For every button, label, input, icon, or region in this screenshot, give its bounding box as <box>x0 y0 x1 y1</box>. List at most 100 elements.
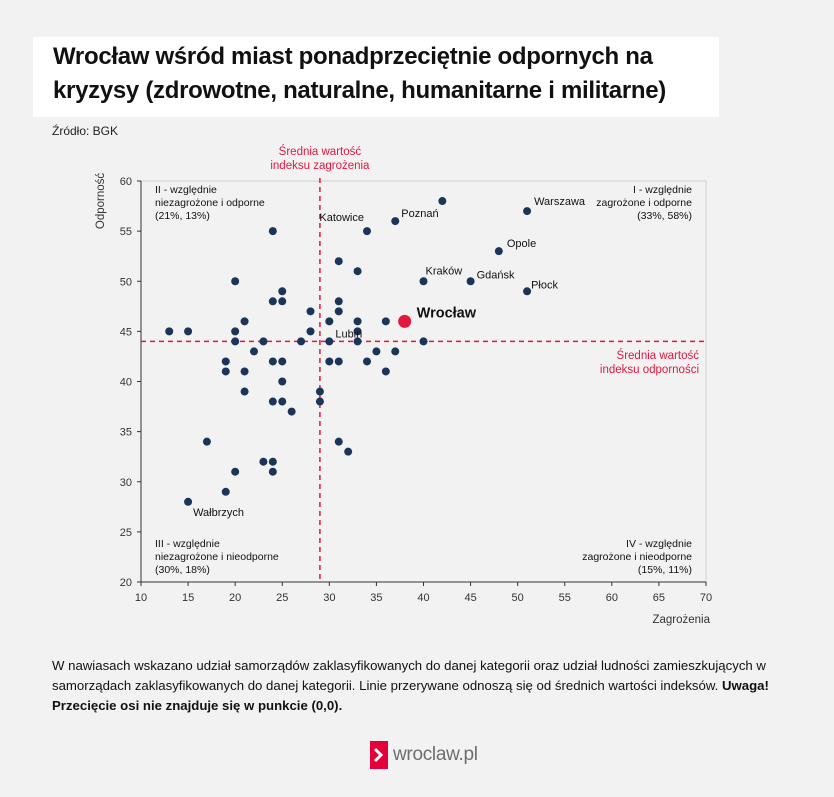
data-point <box>353 267 362 276</box>
quadrant-III-label: niezagrożone i nieodporne <box>155 551 279 563</box>
y-tick-label: 20 <box>120 577 132 589</box>
point-label: Poznań <box>401 208 438 220</box>
quadrant-I-label: zagrożone i odporne <box>596 197 692 209</box>
avg-resilience-label: Średnia wartość <box>617 349 700 362</box>
x-tick-label: 25 <box>276 592 288 604</box>
data-point <box>297 337 306 346</box>
data-point <box>278 297 287 306</box>
y-tick-label: 50 <box>120 276 132 288</box>
data-point <box>221 487 230 496</box>
scatter-chart: 10 15 20 25 30 35 40 45 50 55 60 65 70 20 25 30 35 40 45 50… <box>95 145 712 626</box>
data-point <box>231 337 240 346</box>
data-point <box>391 217 400 226</box>
data-point <box>344 447 353 456</box>
x-tick-label: 10 <box>135 592 147 604</box>
data-point <box>334 307 343 316</box>
data-point-highlight <box>398 314 412 328</box>
data-point <box>334 357 343 366</box>
source-note: Źródło: BGK <box>52 124 119 138</box>
page-title-line-1: Wrocław wśród miast ponadprzeciętnie odp… <box>53 43 653 70</box>
data-point <box>268 467 277 476</box>
point-label: Kraków <box>426 265 463 277</box>
footnote-warning: Uwaga! Przecięcie osi nie znajduje się w… <box>52 678 769 713</box>
data-point <box>353 327 362 336</box>
point-label: Warszawa <box>534 196 586 208</box>
quadrant-III-label: III - względnie <box>155 538 220 550</box>
data-point <box>184 327 193 336</box>
data-point <box>231 277 240 286</box>
x-tick-label: 45 <box>464 592 476 604</box>
page-title-line-2: kryzysy (zdrowotne, naturalne, humanitar… <box>53 77 666 104</box>
data-point <box>419 277 428 286</box>
quadrant-II-label: (21%, 13%) <box>155 210 210 222</box>
x-tick-label: 35 <box>370 592 382 604</box>
quadrant-III-label: (30%, 18%) <box>155 564 210 576</box>
avg-threat-label: Średnia wartość <box>279 145 362 158</box>
data-point <box>353 317 362 326</box>
data-point <box>353 337 362 346</box>
data-point <box>334 437 343 446</box>
data-point <box>268 227 277 236</box>
data-point <box>306 327 315 336</box>
x-tick-label: 20 <box>229 592 241 604</box>
x-tick-label: 40 <box>417 592 429 604</box>
data-point <box>523 287 532 296</box>
data-point <box>231 467 240 476</box>
data-point <box>240 317 249 326</box>
data-point <box>315 387 324 396</box>
data-point <box>306 307 315 316</box>
y-axis-title: Odporność <box>95 173 107 230</box>
y-tick-label: 60 <box>120 176 132 188</box>
data-point <box>268 397 277 406</box>
logo-text: wroclaw.pl <box>393 744 478 765</box>
data-point <box>268 297 277 306</box>
data-point <box>268 457 277 466</box>
data-point <box>202 437 211 446</box>
data-point <box>391 347 400 356</box>
data-point <box>325 317 334 326</box>
data-point <box>438 197 447 206</box>
logo-chevron-icon <box>370 741 388 769</box>
data-point <box>259 337 268 346</box>
footnote-text: W nawiasach wskazano udział samorządów z… <box>52 658 766 693</box>
data-point <box>250 347 258 356</box>
y-tick-label: 40 <box>120 377 132 389</box>
point-label: Lubin <box>335 328 362 340</box>
quadrant-II-label: niezagrożone i odporne <box>155 197 265 209</box>
data-point <box>363 227 371 236</box>
data-point <box>184 497 193 506</box>
quadrant-I-label: I - względnie <box>633 184 692 196</box>
y-tick-label: 55 <box>120 226 132 238</box>
data-point <box>278 287 287 296</box>
point-label: Opole <box>507 238 536 250</box>
x-tick-label: 55 <box>559 592 571 604</box>
x-axis-title: Zagrożenia <box>652 614 710 626</box>
y-tick-label: 35 <box>120 427 132 439</box>
data-point <box>165 327 174 336</box>
x-tick-label: 50 <box>512 592 524 604</box>
data-point <box>363 357 371 366</box>
point-label: Wrocław <box>417 305 477 321</box>
point-label: Gdańsk <box>477 269 515 281</box>
point-label: Wałbrzych <box>193 507 244 519</box>
quadrant-IV-label: IV - względnie <box>626 538 692 550</box>
data-point <box>419 337 428 346</box>
quadrant-IV-label: (15%, 11%) <box>638 564 692 576</box>
data-point <box>278 357 287 366</box>
data-point <box>381 317 390 326</box>
avg-resilience-label: indeksu odporności <box>600 364 699 376</box>
data-point <box>466 277 475 286</box>
data-point <box>381 367 390 376</box>
quadrant-I-label: (33%, 58%) <box>637 210 692 222</box>
data-point <box>221 367 230 376</box>
data-point <box>259 457 268 466</box>
quadrant-IV-label: zagrożone i nieodporne <box>582 551 692 563</box>
data-point <box>325 337 334 346</box>
data-point <box>221 357 230 366</box>
point-label: Katowice <box>319 212 364 224</box>
data-point <box>240 387 249 396</box>
data-point <box>372 347 381 356</box>
data-point <box>240 367 249 376</box>
data-point <box>278 377 287 386</box>
x-tick-label: 15 <box>182 592 194 604</box>
